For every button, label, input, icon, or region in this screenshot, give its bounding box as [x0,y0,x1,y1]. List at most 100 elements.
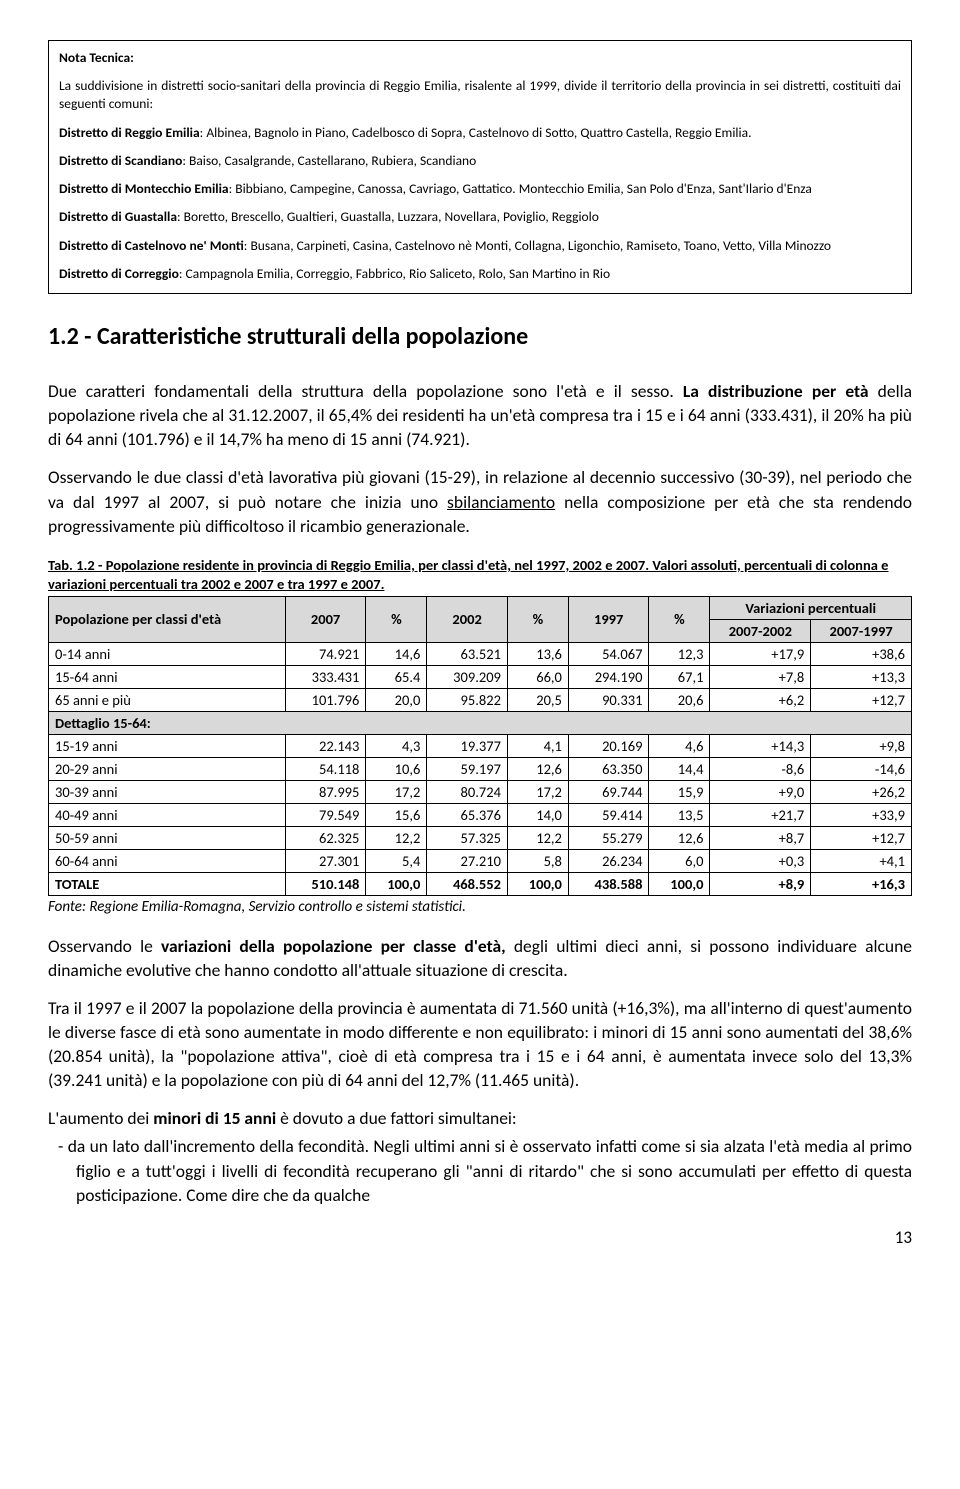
table-cell: 5,8 [507,849,568,872]
para1-b: La distribuzione per età [683,380,869,402]
table-cell: 15,6 [366,803,427,826]
nota-title: Nota Tecnica: [59,49,134,66]
table-cell: 12,2 [366,826,427,849]
table-cell: 22.143 [285,734,366,757]
para5-c: è dovuto a due fattori simultanei: [276,1107,516,1129]
th-variazioni: Variazioni percentuali [710,596,912,619]
table-cell: +33,9 [811,803,912,826]
table-cell: 80.724 [427,780,508,803]
table-row: 60-64 anni27.3015,427.2105,826.2346,0+0,… [49,849,912,872]
table-cell: +26,2 [811,780,912,803]
table-cell: 50-59 anni [49,826,286,849]
table-cell: 4,3 [366,734,427,757]
table-cell: 14,4 [649,757,710,780]
distretto-2-label: Distretto di Scandiano [59,152,182,169]
table-cell: +12,7 [811,688,912,711]
distretto-4-label: Distretto di Guastalla [59,208,177,225]
paragraph-4: Tra il 1997 e il 2007 la popolazione del… [48,996,912,1093]
para5-a: L'aumento dei [48,1107,153,1129]
table-cell: 74.921 [285,642,366,665]
table-cell: 12,3 [649,642,710,665]
table-cell: 20,6 [649,688,710,711]
table-cell: 63.521 [427,642,508,665]
table-cell: 100,0 [507,872,568,895]
para2-b: sbilanciamento [447,491,555,513]
table-cell: 60-64 anni [49,849,286,872]
table-cell: 101.796 [285,688,366,711]
th-2002: 2002 [427,596,508,642]
table-cell: 20,0 [366,688,427,711]
table-cell: +12,7 [811,826,912,849]
table-cell: 100,0 [649,872,710,895]
table-cell: 13,6 [507,642,568,665]
table-row: 20-29 anni54.11810,659.19712,663.35014,4… [49,757,912,780]
table-cell: 54.118 [285,757,366,780]
table-cell: +0,3 [710,849,811,872]
table-row: 15-64 anni333.43165.4309.20966,0294.1906… [49,665,912,688]
table-cell: 19.377 [427,734,508,757]
table-cell: 26.234 [568,849,649,872]
table-cell: 63.350 [568,757,649,780]
th-2007: 2007 [285,596,366,642]
table-cell: 55.279 [568,826,649,849]
th-pct-2007: % [366,596,427,642]
table-row: 40-49 anni79.54915,665.37614,059.41413,5… [49,803,912,826]
table-cell: 438.588 [568,872,649,895]
table-row: 30-39 anni87.99517,280.72417,269.74415,9… [49,780,912,803]
table-cell: 4,6 [649,734,710,757]
table-cell: 79.549 [285,803,366,826]
th-1997: 1997 [568,596,649,642]
distretto-3-text: : Bibbiano, Campegine, Canossa, Cavriago… [229,180,812,197]
nota-intro: La suddivisione in distretti socio-sanit… [59,77,901,113]
table-cell: -14,6 [811,757,912,780]
table-cell: 40-49 anni [49,803,286,826]
table-cell: 468.552 [427,872,508,895]
table-cell: 294.190 [568,665,649,688]
table-cell: +9,8 [811,734,912,757]
bullet-1: - da un lato dall'incremento della fecon… [76,1134,912,1206]
table-cell: +21,7 [710,803,811,826]
para5-b: minori di 15 anni [153,1107,276,1129]
table-cell: 62.325 [285,826,366,849]
table-cell: 20.169 [568,734,649,757]
nota-tecnica-box: Nota Tecnica: La suddivisione in distret… [48,40,912,294]
table-cell: +9,0 [710,780,811,803]
table-cell: 4,1 [507,734,568,757]
table-cell: 95.822 [427,688,508,711]
table-cell: Dettaglio 15-64: [49,711,912,734]
table-cell: 65.4 [366,665,427,688]
table-cell: 65 anni e più [49,688,286,711]
table-cell: 59.414 [568,803,649,826]
table-row: 0-14 anni74.92114,663.52113,654.06712,3+… [49,642,912,665]
para3-a: Osservando le [48,935,161,957]
table-cell: 87.995 [285,780,366,803]
para1-a: Due caratteri fondamentali della struttu… [48,380,683,402]
table-cell: 15,9 [649,780,710,803]
th-classes: Popolazione per classi d'età [49,596,286,642]
section-heading: 1.2 - Caratteristiche strutturali della … [48,322,912,351]
distretto-6-label: Distretto di Correggio [59,265,179,282]
table-cell: 510.148 [285,872,366,895]
table-cell: 65.376 [427,803,508,826]
table-cell: 12,6 [507,757,568,780]
distretto-5-text: : Busana, Carpineti, Casina, Castelnovo … [244,237,831,254]
table-cell: 27.301 [285,849,366,872]
th-var1: 2007-2002 [710,619,811,642]
table-cell: 100,0 [366,872,427,895]
table-cell: +16,3 [811,872,912,895]
distretto-1-text: : Albinea, Bagnolo in Piano, Cadelbosco … [200,124,752,141]
table-cell: 59.197 [427,757,508,780]
table-cell: 27.210 [427,849,508,872]
table-cell: 333.431 [285,665,366,688]
table-cell: 66,0 [507,665,568,688]
table-cell: +4,1 [811,849,912,872]
table-cell: 30-39 anni [49,780,286,803]
table-cell: 67,1 [649,665,710,688]
table-source: Fonte: Regione Emilia-Romagna, Servizio … [48,898,912,916]
table-row: 50-59 anni62.32512,257.32512,255.27912,6… [49,826,912,849]
table-cell: 15-64 anni [49,665,286,688]
table-cell: 90.331 [568,688,649,711]
population-table: Popolazione per classi d'età 2007 % 2002… [48,596,912,896]
table-cell: 14,0 [507,803,568,826]
table-cell: 57.325 [427,826,508,849]
